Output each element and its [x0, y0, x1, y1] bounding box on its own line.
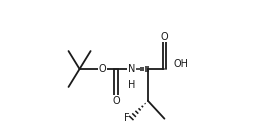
Text: O: O [98, 64, 106, 74]
Text: OH: OH [173, 59, 188, 69]
Text: N: N [128, 64, 135, 74]
Text: F: F [124, 113, 129, 123]
Text: O: O [161, 32, 168, 42]
Text: H: H [128, 80, 135, 90]
Text: O: O [112, 96, 120, 106]
